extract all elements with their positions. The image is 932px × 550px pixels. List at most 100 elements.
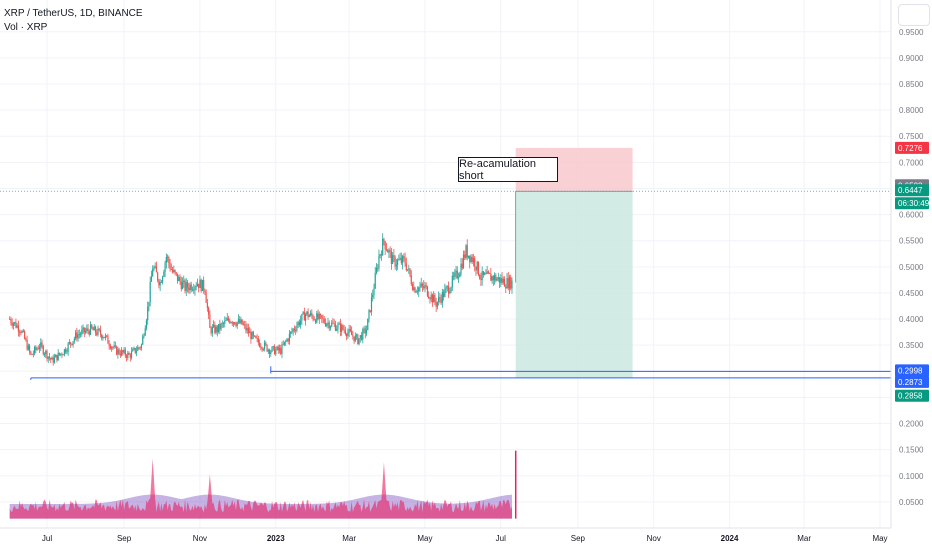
candle-body [208, 307, 210, 315]
candle-body [457, 277, 460, 278]
candle-body [295, 330, 297, 331]
candle-body [419, 286, 421, 288]
candle-body [414, 287, 416, 293]
candle-body [429, 298, 431, 300]
candle-body [354, 335, 356, 342]
candle-body [400, 257, 402, 264]
candle-body [206, 302, 208, 308]
candle-body [235, 324, 237, 326]
candle-body [33, 347, 36, 354]
candle-body [486, 271, 488, 274]
candle-body [433, 294, 435, 303]
candle-body [492, 276, 494, 281]
x-tick-label: May [417, 534, 432, 543]
candle-body [77, 334, 79, 339]
candle-body [384, 241, 386, 250]
candle-body [74, 332, 77, 339]
candle-body [344, 330, 346, 335]
candle-body [20, 332, 22, 333]
candle-body [449, 291, 451, 294]
candle-body [79, 334, 82, 335]
candle-body [302, 311, 304, 315]
candle-body [495, 275, 497, 281]
x-tick-label: Jul [496, 534, 506, 543]
volume-legend[interactable]: Vol · XRP [4, 22, 48, 33]
candle-body [175, 272, 177, 274]
candle-body [183, 280, 185, 283]
candle-body [485, 273, 487, 275]
candle-body [347, 332, 349, 337]
candle-body [48, 356, 51, 359]
candle-body [446, 286, 448, 288]
candle-body [239, 319, 241, 324]
candle-body [97, 328, 99, 335]
candle-body [282, 344, 284, 346]
candle-body [349, 329, 351, 332]
candle-body [225, 320, 227, 322]
candle-body [491, 276, 493, 281]
candle-body [271, 347, 273, 352]
candle-body [323, 318, 325, 323]
candle-body [103, 337, 105, 338]
candle-body [318, 313, 320, 319]
candle-body [138, 347, 140, 349]
candle-body [191, 289, 194, 291]
support-lines[interactable] [30, 366, 891, 380]
price-badge-label: 0.6447 [898, 186, 923, 195]
candle-body [270, 351, 272, 355]
candle-body [244, 324, 246, 326]
candle-body [286, 339, 288, 342]
candle-body [439, 297, 441, 299]
y-tick-label: 0.8500 [899, 80, 924, 89]
candle-body [45, 350, 47, 354]
candle-body [41, 342, 43, 347]
candle-body [479, 275, 481, 279]
candle-body [171, 269, 174, 273]
candle-body [309, 312, 312, 316]
candle-body [393, 255, 395, 257]
candle-body [292, 328, 294, 332]
candle-body [355, 334, 358, 336]
symbol-legend[interactable]: XRP / TetherUS, 1D, BINANCE [4, 8, 143, 19]
short-position-tool[interactable] [0, 147, 891, 378]
candle-body [42, 346, 44, 355]
candle-body [317, 313, 319, 319]
candle-body [256, 337, 258, 339]
candle-body [200, 279, 202, 291]
candle-body [152, 269, 154, 277]
price-badge [895, 197, 929, 210]
candle-body [201, 279, 204, 291]
candle-body [377, 267, 379, 269]
candle-body [331, 322, 333, 327]
candle-body [30, 351, 32, 355]
candle-body [150, 276, 153, 282]
candle-body [87, 328, 89, 332]
candle-body [346, 334, 348, 337]
x-tick-label: Sep [117, 534, 132, 543]
settings-button[interactable] [898, 4, 930, 26]
candle-body [337, 324, 339, 329]
candle-body [405, 263, 407, 271]
candle-body [452, 275, 455, 277]
candle-body [388, 250, 390, 253]
candle-body [301, 314, 303, 321]
candle-body [160, 282, 162, 283]
candle-body [506, 278, 508, 289]
candle-body [487, 271, 489, 274]
candle-body [199, 279, 201, 288]
candle-body [43, 353, 46, 355]
candle-body [257, 338, 259, 343]
candle-body [500, 278, 502, 283]
candle-body [398, 259, 400, 261]
candle-body [311, 312, 313, 316]
candle-body [63, 349, 66, 355]
candle-body [196, 283, 199, 287]
candle-body [98, 328, 100, 330]
candle-body [246, 328, 248, 331]
candle-body [459, 273, 461, 278]
candle-body [352, 335, 354, 337]
annotation-label[interactable]: Re-acamulation short [458, 157, 558, 182]
candle-body [164, 262, 166, 272]
candle-body [19, 331, 21, 333]
